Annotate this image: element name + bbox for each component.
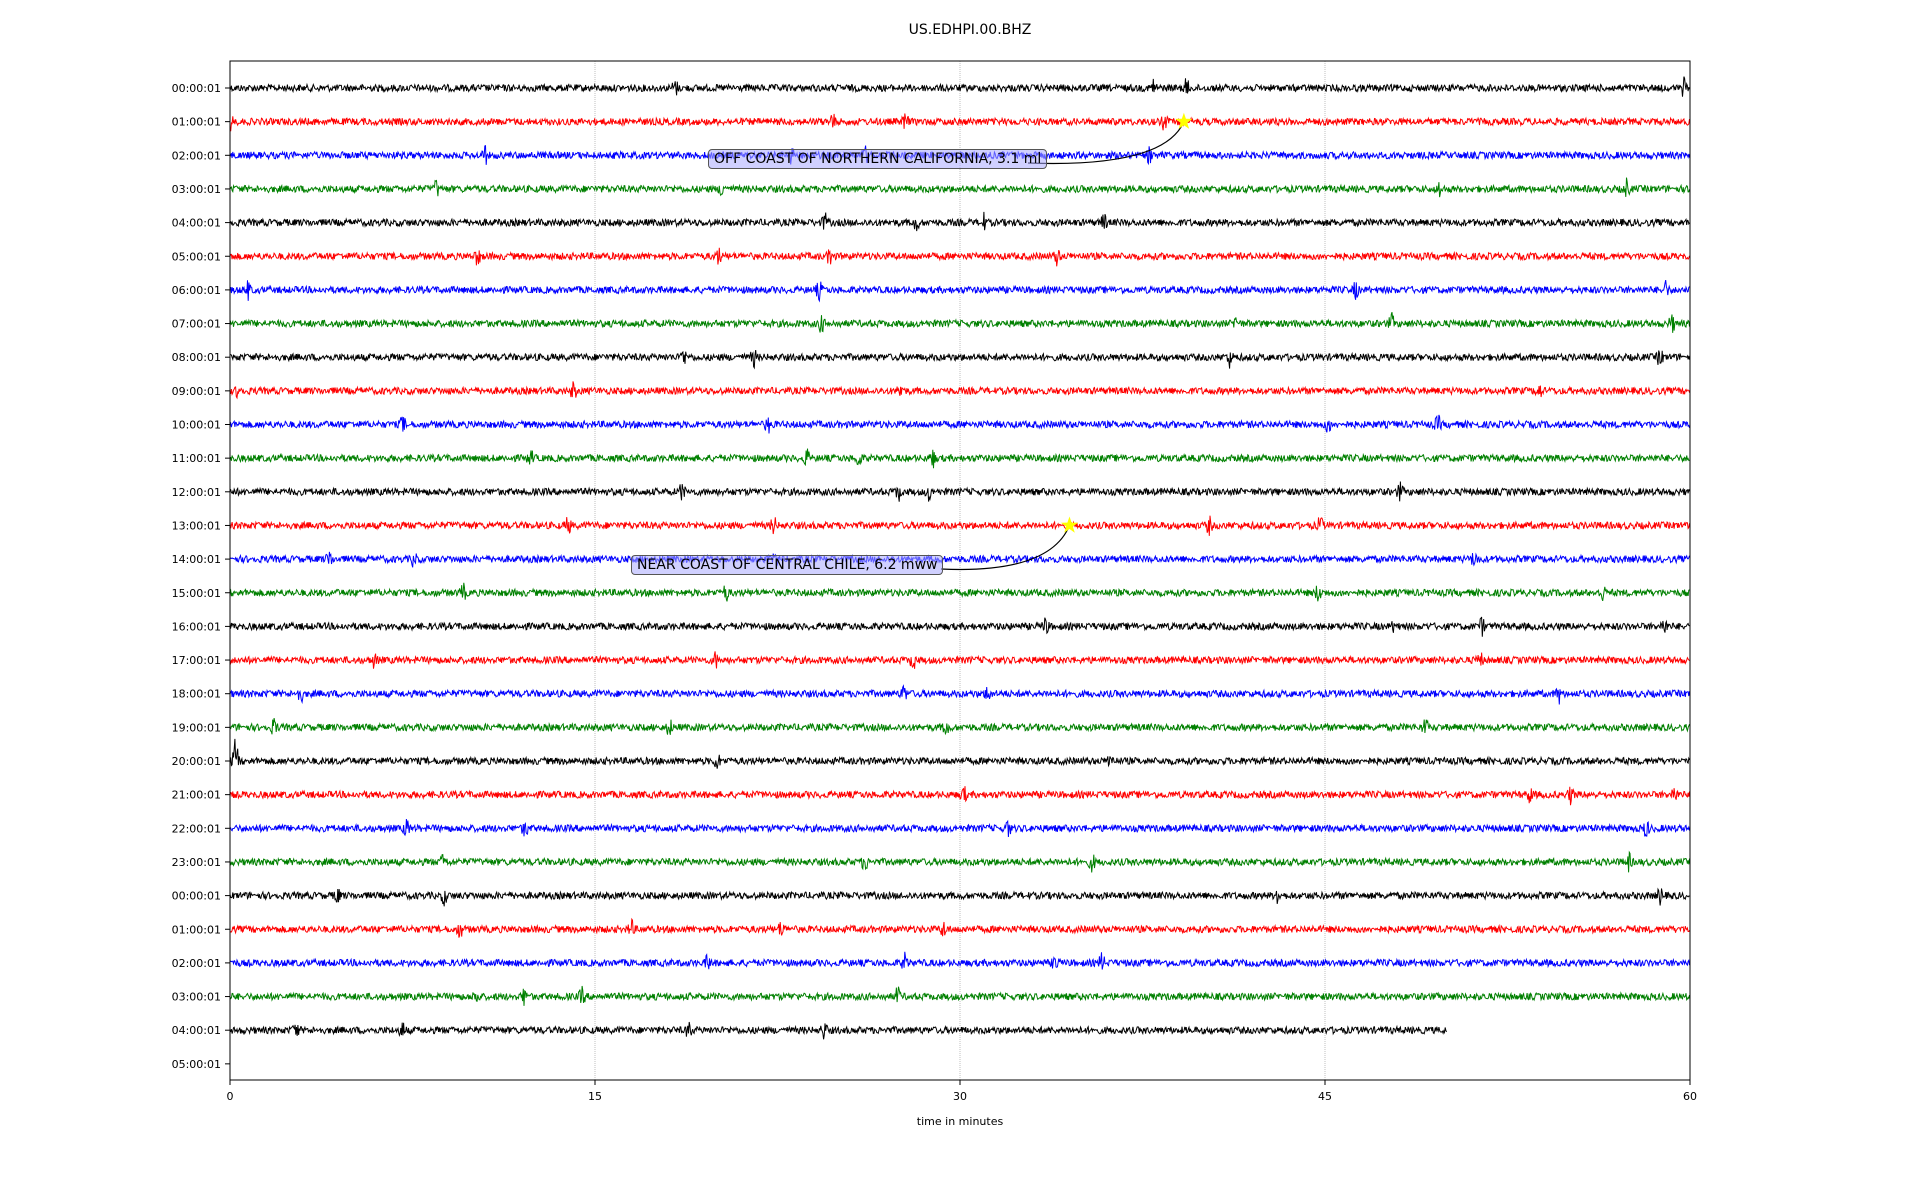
seismic-trace xyxy=(229,738,1690,769)
event-star-marker xyxy=(1060,516,1079,533)
seismic-trace xyxy=(229,951,1690,970)
seismic-trace xyxy=(229,414,1690,434)
y-tick-label: 01:00:01 xyxy=(172,116,221,129)
y-tick-label: 15:00:01 xyxy=(172,587,221,600)
y-tick-label: 22:00:01 xyxy=(172,822,221,835)
y-tick-label: 19:00:01 xyxy=(172,721,221,734)
y-tick-label: 04:00:01 xyxy=(172,217,221,230)
y-tick-label: 17:00:01 xyxy=(172,654,221,667)
seismic-trace xyxy=(229,1021,1448,1040)
y-tick-label: 00:00:01 xyxy=(172,82,221,95)
y-tick-label: 21:00:01 xyxy=(172,789,221,802)
seismic-trace xyxy=(229,582,1690,602)
seismic-trace xyxy=(229,76,1690,97)
x-tick-label: 15 xyxy=(588,1090,602,1103)
seismic-trace xyxy=(229,985,1690,1006)
seismic-trace xyxy=(229,481,1690,502)
seismic-trace xyxy=(229,211,1690,232)
y-tick-label: 02:00:01 xyxy=(172,957,221,970)
y-tick-label: 12:00:01 xyxy=(172,486,221,499)
y-tick-label: 02:00:01 xyxy=(172,149,221,162)
seismic-trace xyxy=(229,818,1690,838)
y-tick-label: 00:00:01 xyxy=(172,890,221,903)
chart-title: US.EDHPI.00.BHZ xyxy=(908,22,1032,38)
x-tick-label: 60 xyxy=(1683,1090,1697,1103)
y-tick-label: 11:00:01 xyxy=(172,452,221,465)
event-annotation-chile: NEAR COAST OF CENTRAL CHILE, 6.2 mww xyxy=(631,555,944,575)
y-tick-label: 16:00:01 xyxy=(172,620,221,633)
seismic-trace xyxy=(229,850,1690,873)
seismic-trace xyxy=(229,616,1690,637)
seismic-trace xyxy=(229,350,1690,370)
y-tick-label: 09:00:01 xyxy=(172,385,221,398)
seismic-trace xyxy=(229,684,1690,705)
y-tick-label: 10:00:01 xyxy=(172,419,221,432)
y-tick-label: 03:00:01 xyxy=(172,991,221,1004)
annotation-connector xyxy=(1027,121,1185,165)
y-tick-label: 04:00:01 xyxy=(172,1024,221,1037)
seismic-trace xyxy=(229,113,1690,132)
event-annotation-california: OFF COAST OF NORTHERN CALIFORNIA, 3.1 ml xyxy=(708,149,1048,169)
x-tick-label: 30 xyxy=(953,1090,967,1103)
seismic-trace xyxy=(229,247,1690,267)
axes-frame xyxy=(229,60,1691,1081)
y-tick-label: 18:00:01 xyxy=(172,688,221,701)
seismic-trace xyxy=(229,887,1690,907)
seismic-trace xyxy=(229,786,1690,806)
seismic-trace xyxy=(229,917,1690,938)
y-tick-label: 06:00:01 xyxy=(172,284,221,297)
seismic-trace xyxy=(229,515,1690,536)
annotation-connector xyxy=(940,525,1071,571)
y-tick-label: 08:00:01 xyxy=(172,351,221,364)
seismic-trace xyxy=(229,279,1690,303)
seismic-trace xyxy=(229,381,1690,400)
x-tick-label: 45 xyxy=(1318,1090,1332,1103)
seismic-trace xyxy=(229,551,1690,568)
y-tick-label: 07:00:01 xyxy=(172,318,221,331)
y-tick-label: 20:00:01 xyxy=(172,755,221,768)
y-tick-label: 01:00:01 xyxy=(172,923,221,936)
seismic-trace xyxy=(229,312,1690,333)
y-tick-label: 03:00:01 xyxy=(172,183,221,196)
x-axis-label: time in minutes xyxy=(916,1115,1004,1128)
seismic-trace xyxy=(229,448,1690,469)
x-tick-label: 0 xyxy=(227,1090,234,1103)
event-star-marker xyxy=(1175,112,1193,129)
y-tick-label: 23:00:01 xyxy=(172,856,221,869)
y-tick-label: 14:00:01 xyxy=(172,553,221,566)
y-tick-label: 05:00:01 xyxy=(172,250,221,263)
seismic-trace xyxy=(229,718,1690,736)
y-tick-label: 13:00:01 xyxy=(172,519,221,532)
seismic-trace xyxy=(229,651,1690,669)
y-tick-label: 05:00:01 xyxy=(172,1058,221,1071)
seismic-trace xyxy=(229,177,1690,198)
